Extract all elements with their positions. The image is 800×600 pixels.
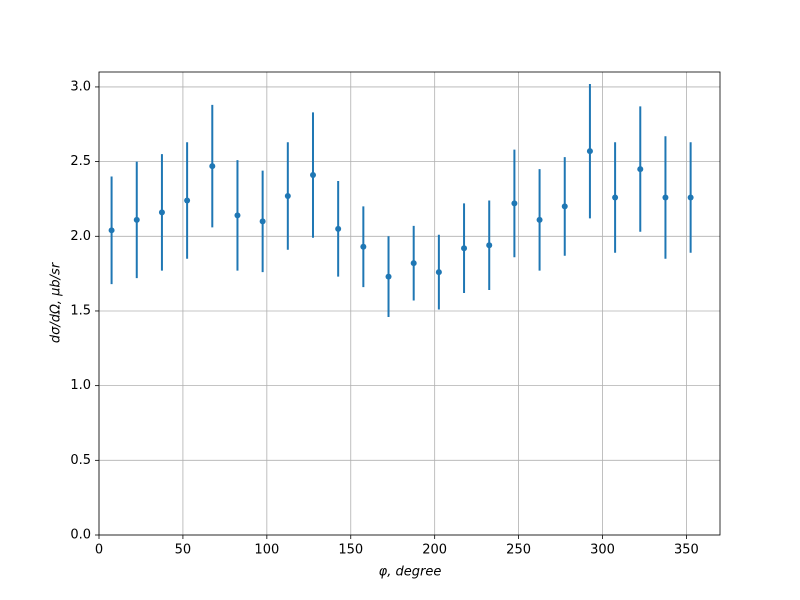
point [184,197,191,204]
point [259,218,266,225]
point [662,194,669,201]
point [133,216,140,223]
point [637,166,644,173]
point [486,242,493,249]
x-tick-label: 0 [95,543,103,558]
point [561,203,568,210]
y-tick-label: 2.0 [70,229,91,244]
point [209,163,216,170]
x-tick-label: 250 [506,543,531,558]
y-tick-label: 1.5 [70,303,91,318]
x-tick-label: 300 [590,543,615,558]
y-axis-label: dσ/dΩ, μb/sr [49,261,64,343]
point [511,200,518,207]
y-tick-label: 1.0 [70,378,91,393]
point [309,172,316,179]
point [360,243,367,250]
y-tick-label: 2.5 [70,154,91,169]
point [461,245,468,252]
plot-frame [98,71,721,536]
point [586,148,593,155]
point [158,209,165,216]
y-tick-label: 3.0 [70,79,91,94]
x-tick-label: 200 [422,543,447,558]
x-tick-label: 50 [175,543,192,558]
x-tick-label: 150 [338,543,363,558]
y-tick-label: 0.5 [70,453,91,468]
x-tick-label: 350 [674,543,699,558]
x-axis-label: φ, degree [379,565,442,580]
point [335,225,342,232]
point [435,269,442,276]
point [536,216,543,223]
point [385,273,392,280]
point [687,194,694,201]
x-tick-label: 100 [254,543,279,558]
point [234,212,241,219]
point [108,227,115,234]
point [612,194,619,201]
y-tick-label: 0.0 [70,528,91,543]
point [284,192,291,199]
point [410,260,417,267]
